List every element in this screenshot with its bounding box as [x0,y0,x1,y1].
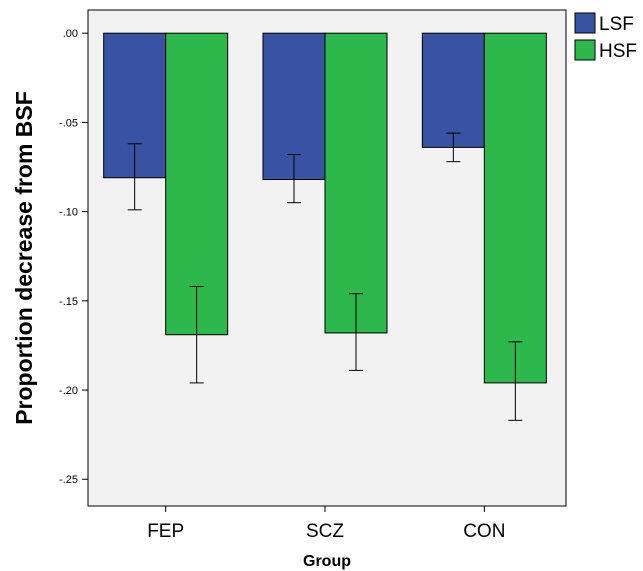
bar-hsf-con [483,32,547,384]
y-tick-label: -.10 [59,207,78,219]
x-axis-title: Group [303,553,351,570]
y-tick-label: .00 [63,28,78,40]
bar-hsf-scz [324,32,388,334]
legend: LSF HSF [574,12,637,62]
bar-hsf-fep [165,32,229,336]
y-axis-title: Proportion decrease from BSF [11,91,37,425]
y-tick-label: -.20 [59,385,78,397]
legend-label-hsf: HSF [599,41,637,62]
error-bars [127,132,523,421]
x-tick-label: FEP [147,521,184,542]
x-axis: FEP SCZ CON [147,506,505,542]
bar-lsf-con [421,32,485,148]
x-tick-label: CON [463,521,505,542]
legend-swatch-hsf [574,39,596,61]
y-tick-label: -.15 [59,296,78,308]
bars [103,32,547,384]
y-tick-label: -.25 [59,474,78,486]
legend-label-lsf: LSF [599,14,634,35]
x-tick-label: SCZ [306,521,344,542]
legend-swatch-lsf [574,12,596,34]
y-tick-label: -.05 [59,117,78,129]
y-axis: .00 -.05 -.10 -.15 -.20 -.25 [59,28,88,486]
